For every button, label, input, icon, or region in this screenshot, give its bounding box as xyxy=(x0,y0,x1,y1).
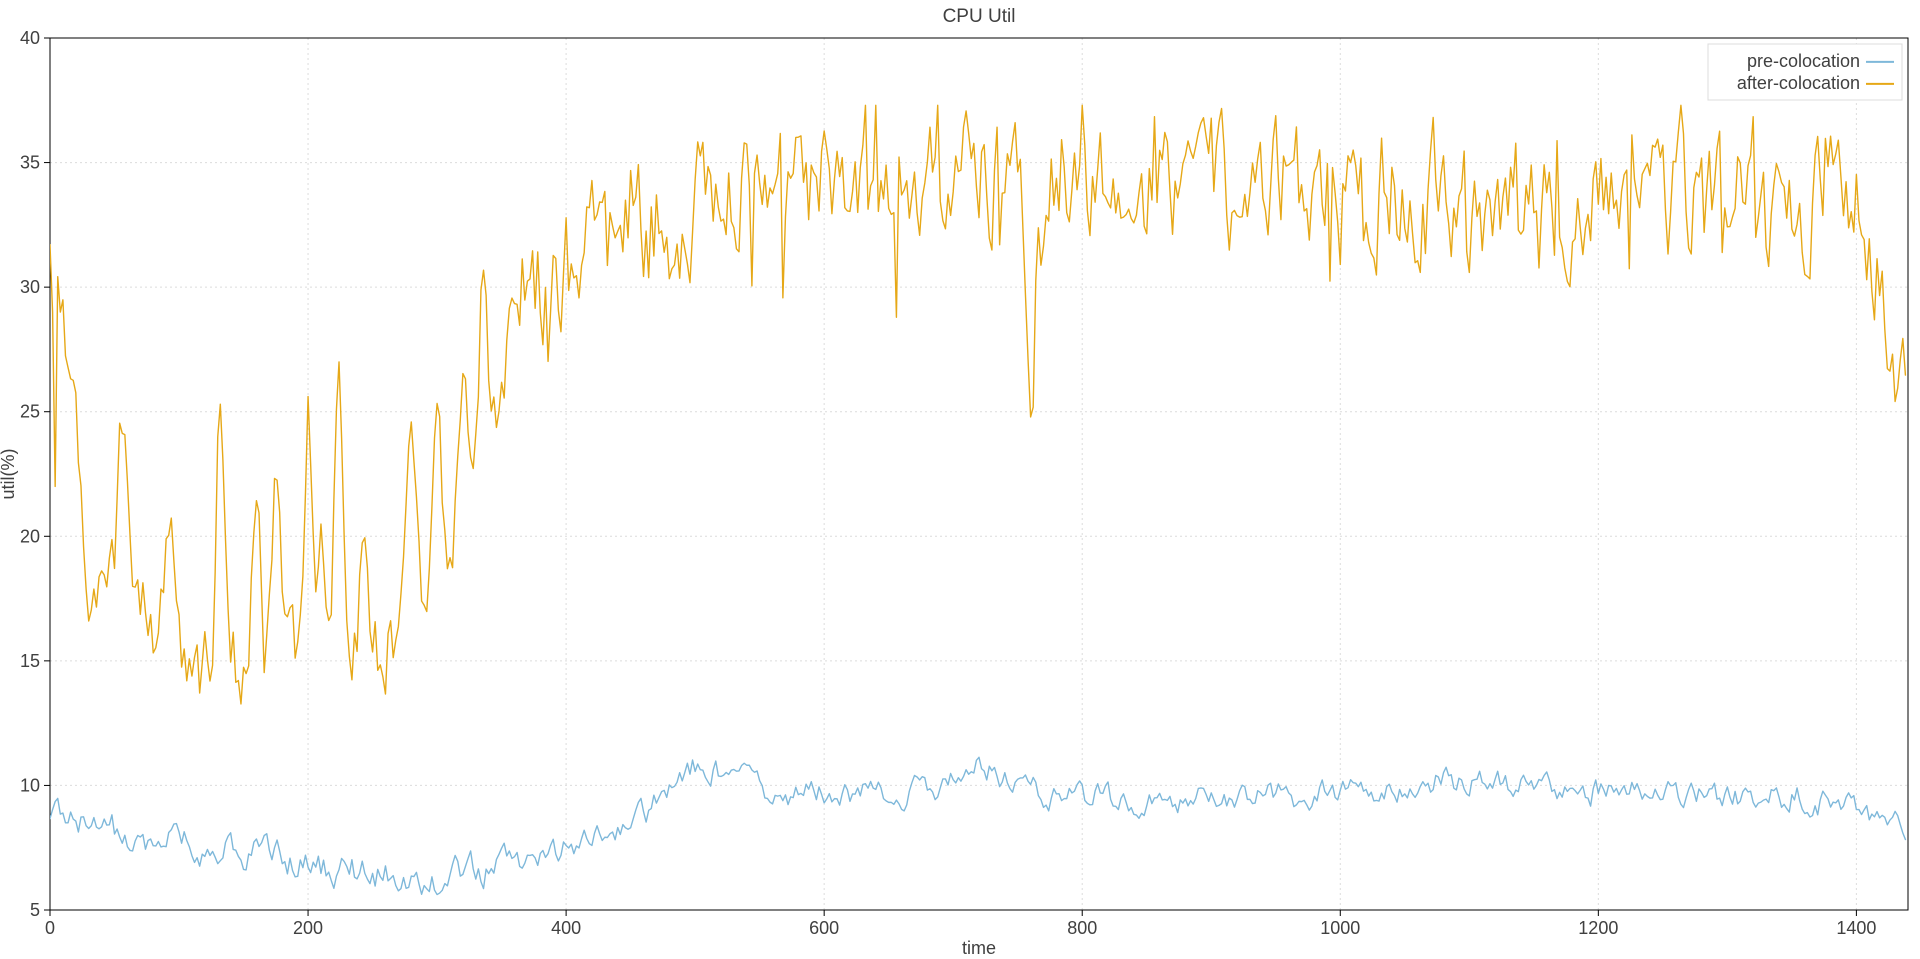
y-axis-label: util(%) xyxy=(0,448,18,499)
legend: pre-colocationafter-colocation xyxy=(1708,44,1902,100)
ytick-label: 10 xyxy=(20,775,40,795)
ytick-label: 15 xyxy=(20,651,40,671)
cpu-util-chart: 0 200 400 600 800 1000 1200 1400 5 10 15 20 25 30 35 40… xyxy=(0,0,1920,959)
xtick-label: 1200 xyxy=(1578,918,1618,938)
ytick-label: 30 xyxy=(20,277,40,297)
ytick-label: 5 xyxy=(30,900,40,920)
ytick-label: 20 xyxy=(20,526,40,546)
xtick-label: 1400 xyxy=(1836,918,1876,938)
xtick-label: 200 xyxy=(293,918,323,938)
ytick-label: 40 xyxy=(20,28,40,48)
xtick-label: 400 xyxy=(551,918,581,938)
legend-item-label: after-colocation xyxy=(1737,73,1860,93)
x-axis-label: time xyxy=(962,938,996,958)
xtick-label: 1000 xyxy=(1320,918,1360,938)
legend-item-label: pre-colocation xyxy=(1747,51,1860,71)
xtick-label: 800 xyxy=(1067,918,1097,938)
xtick-label: 600 xyxy=(809,918,839,938)
ytick-label: 25 xyxy=(20,402,40,422)
chart-title: CPU Util xyxy=(943,6,1016,27)
xtick-label: 0 xyxy=(45,918,55,938)
ytick-label: 35 xyxy=(20,153,40,173)
